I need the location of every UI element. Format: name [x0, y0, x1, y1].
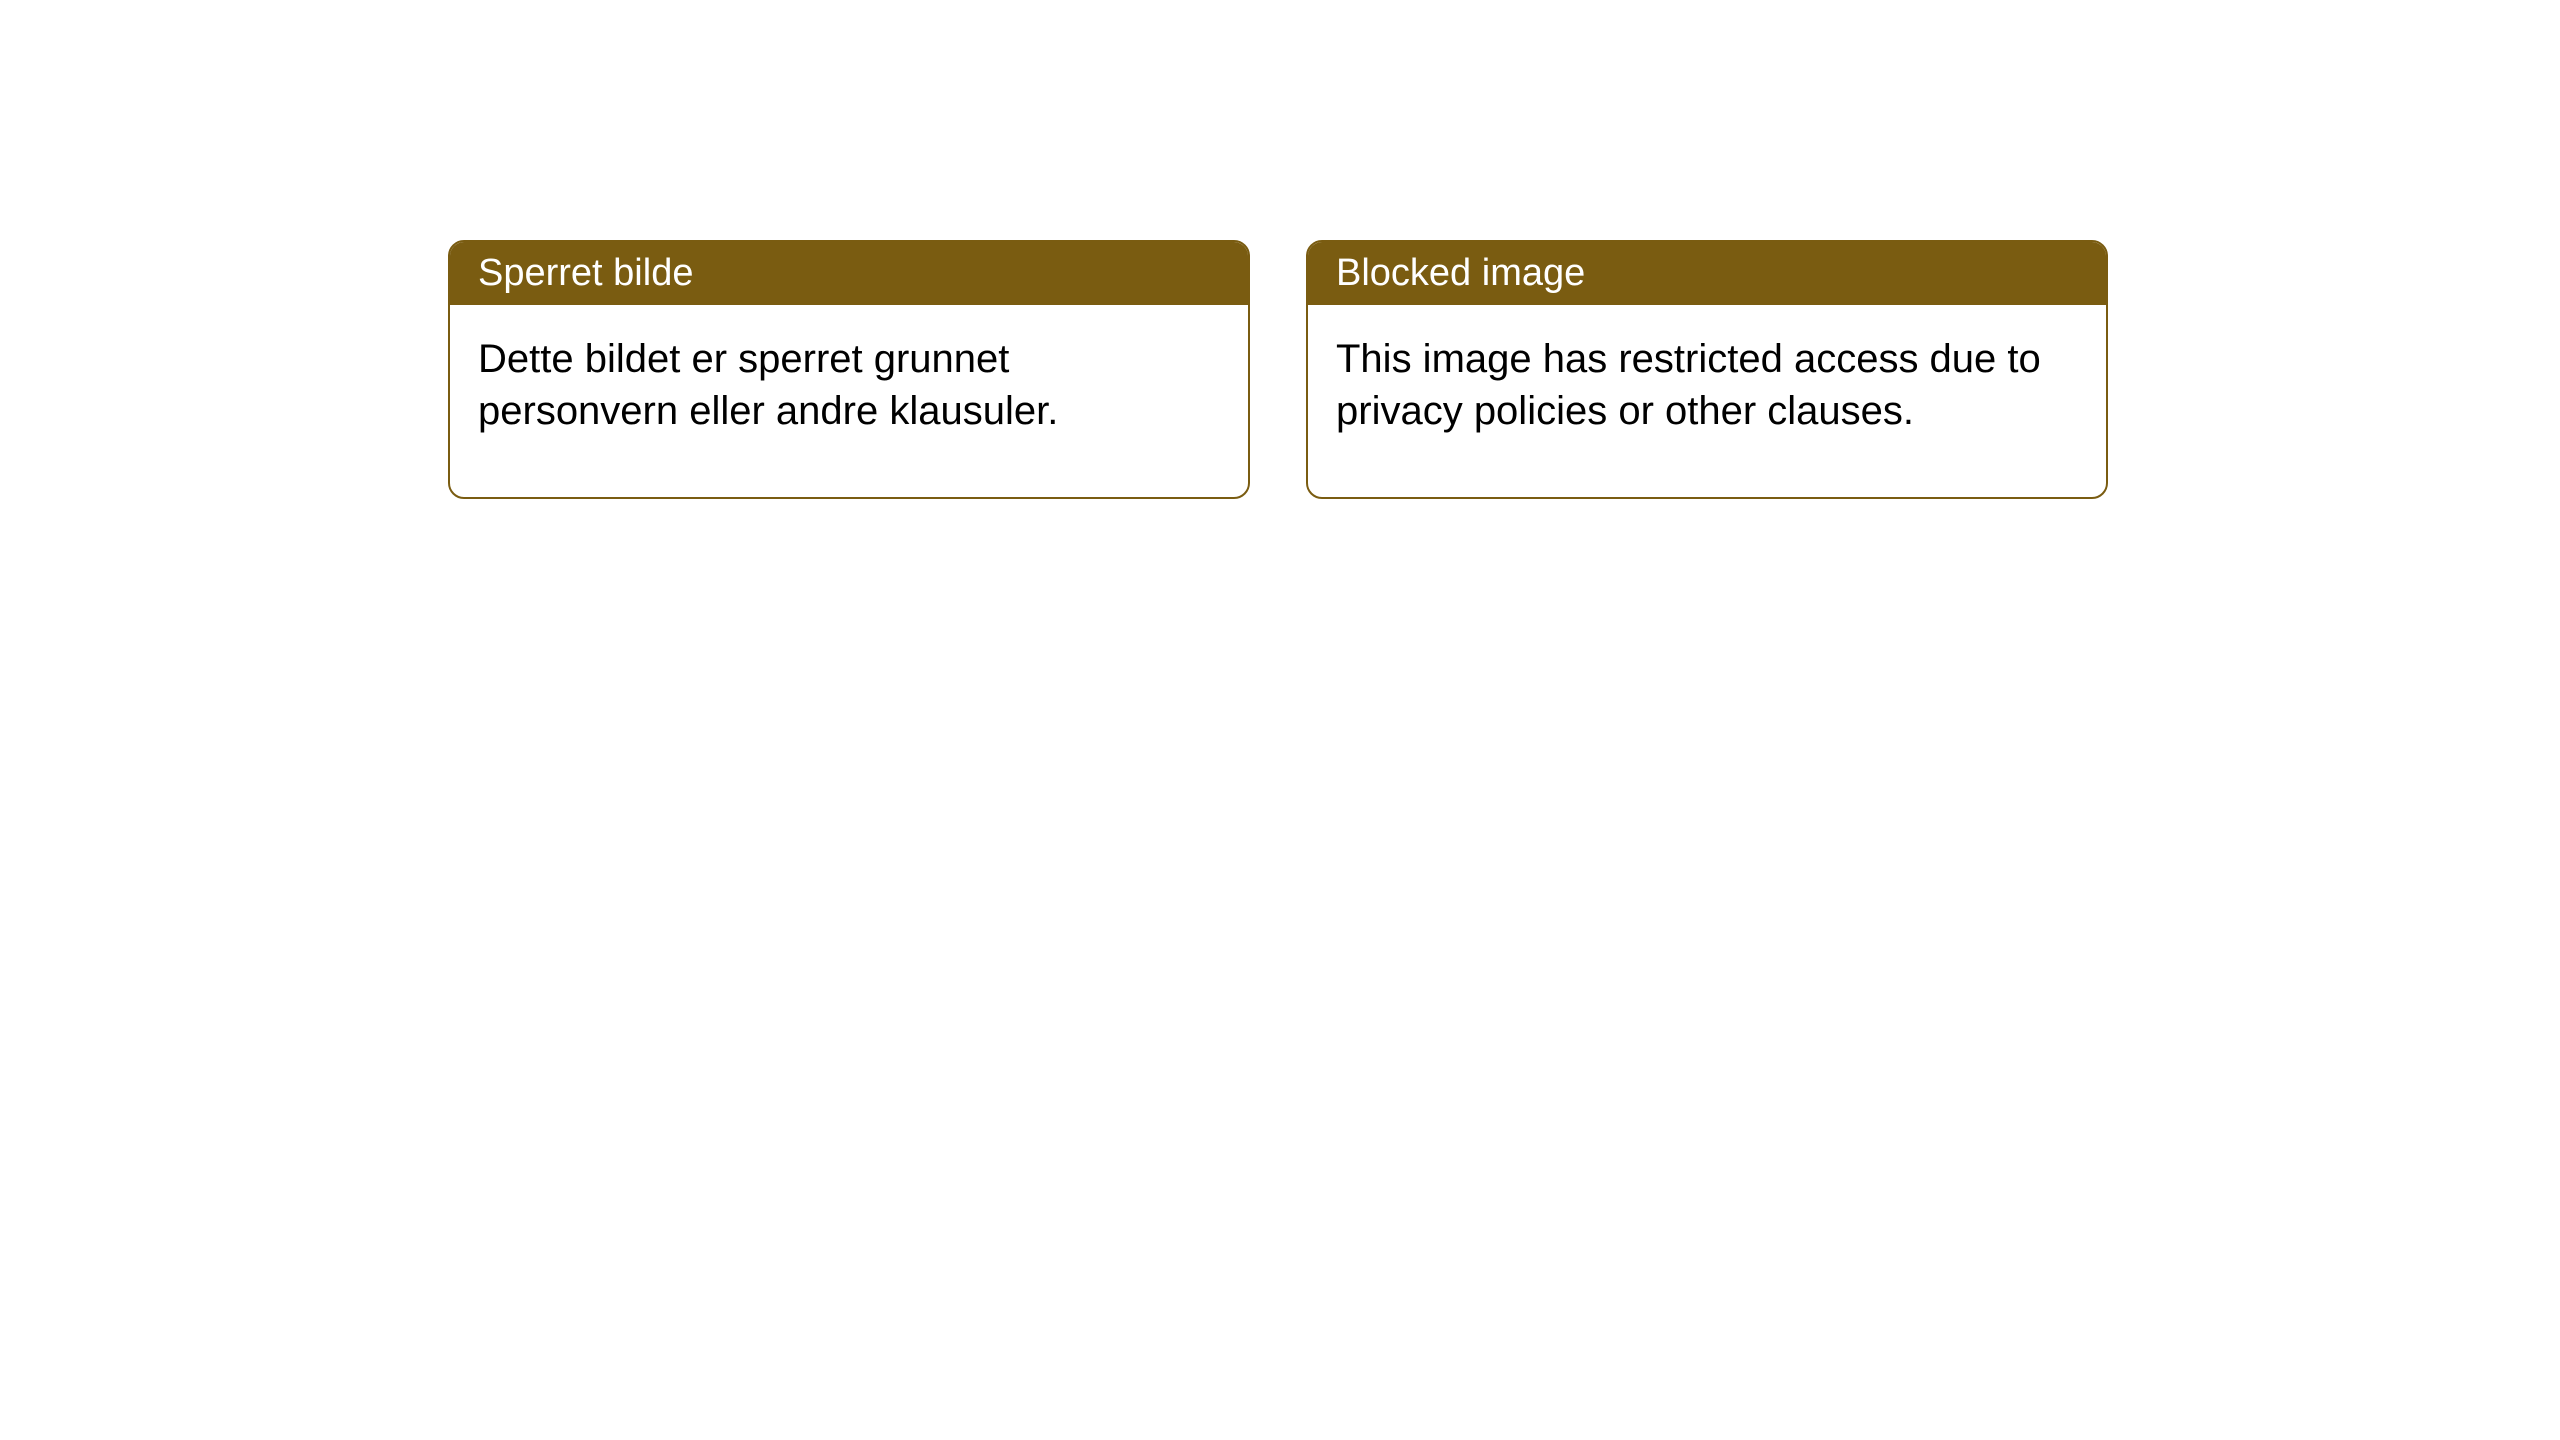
- notice-body-english: This image has restricted access due to …: [1308, 305, 2106, 497]
- notice-body-norwegian: Dette bildet er sperret grunnet personve…: [450, 305, 1248, 497]
- notice-container: Sperret bilde Dette bildet er sperret gr…: [448, 240, 2108, 499]
- notice-title-norwegian: Sperret bilde: [450, 242, 1248, 305]
- notice-box-english: Blocked image This image has restricted …: [1306, 240, 2108, 499]
- notice-title-english: Blocked image: [1308, 242, 2106, 305]
- notice-box-norwegian: Sperret bilde Dette bildet er sperret gr…: [448, 240, 1250, 499]
